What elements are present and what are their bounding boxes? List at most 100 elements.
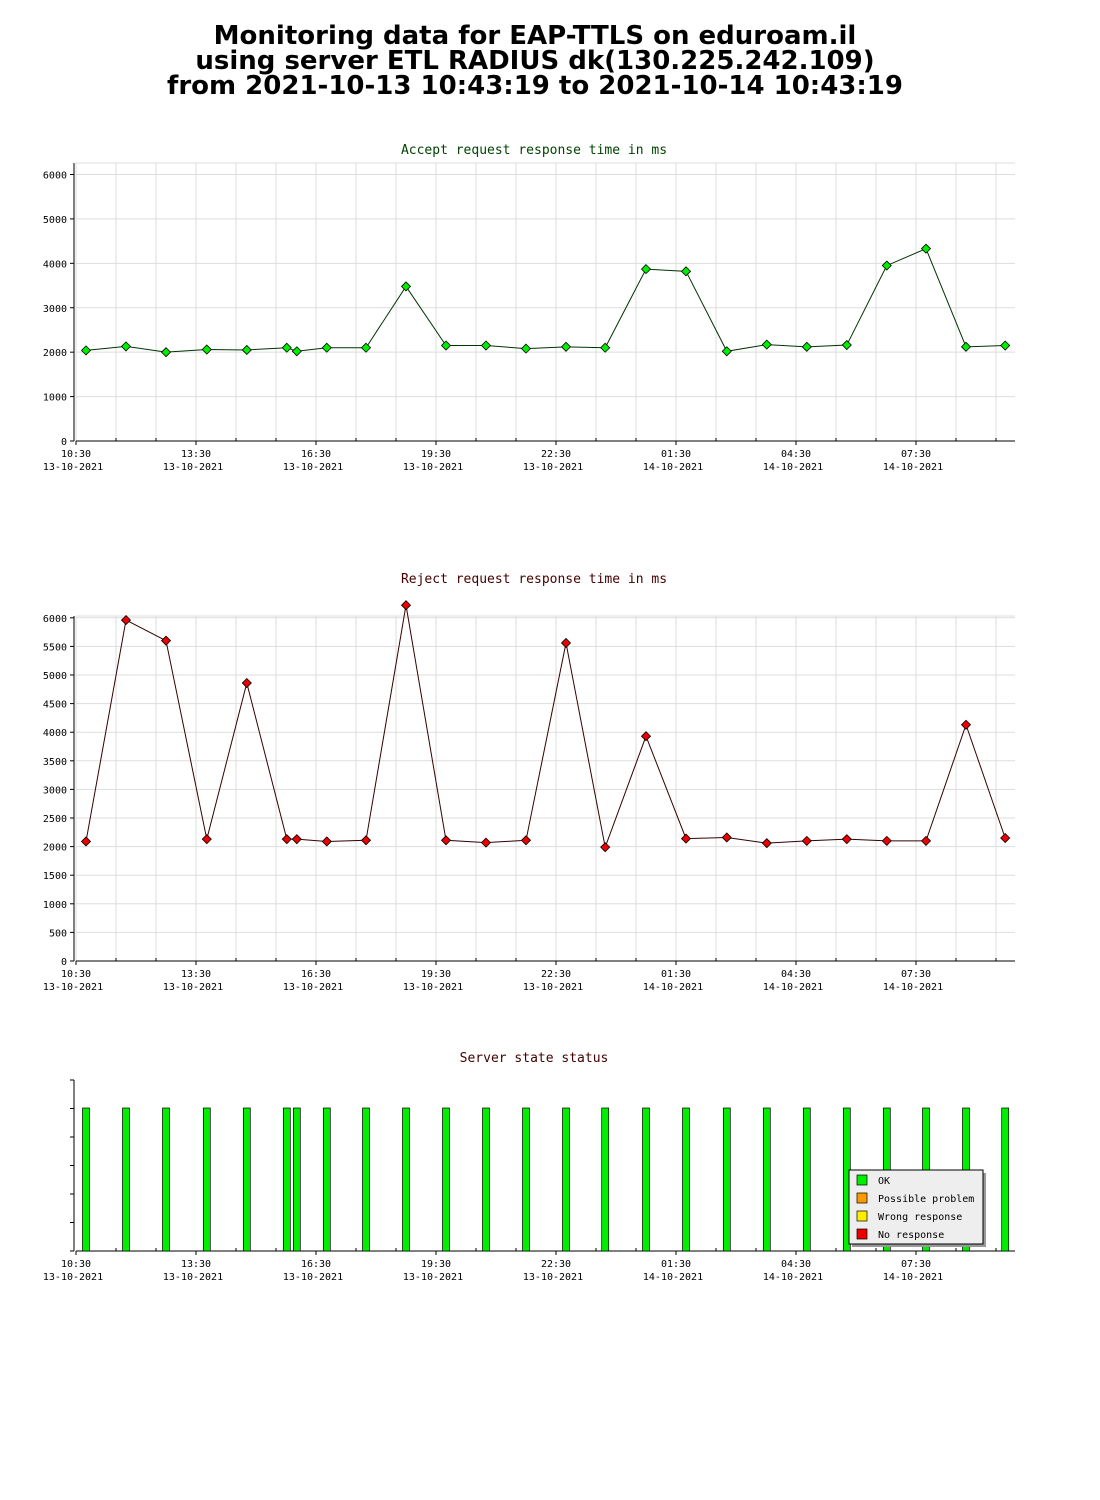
- accept-data-point: [480, 340, 492, 351]
- x-tick-label-date: 13-10-2021: [163, 982, 223, 993]
- accept-data-point: [160, 347, 172, 358]
- legend-swatch: [856, 1210, 868, 1222]
- status-bar-ok: [402, 1107, 410, 1252]
- x-tick-label-date: 14-10-2021: [643, 1272, 703, 1283]
- x-tick-label-date: 13-10-2021: [43, 462, 103, 473]
- y-tick-label: 5000: [43, 215, 67, 226]
- x-tick-label-time: 01:30: [661, 969, 691, 980]
- x-tick-label-date: 14-10-2021: [763, 462, 823, 473]
- legend-box: [848, 1169, 984, 1245]
- chart-title: Server state status: [460, 1051, 609, 1066]
- accept-data-point: [560, 341, 572, 352]
- reject-data-point: [291, 834, 302, 845]
- y-tick-label: 2000: [43, 843, 67, 854]
- chart-title: Reject request response time in ms: [401, 572, 667, 587]
- x-tick-label-time: 07:30: [901, 449, 931, 460]
- x-tick-label-time: 13:30: [181, 449, 211, 460]
- accept-data-point: [721, 346, 732, 357]
- status-bar-ok: [202, 1107, 211, 1252]
- status-bar-ok: [82, 1107, 90, 1252]
- x-tick-label-time: 16:30: [301, 1259, 331, 1270]
- legend-label: Wrong response: [878, 1212, 962, 1223]
- accept-data-point: [360, 342, 372, 353]
- reject-data-point: [960, 719, 972, 730]
- x-tick-label-date: 13-10-2021: [283, 462, 343, 473]
- reject-data-point: [600, 842, 611, 853]
- legend-swatch: [856, 1228, 868, 1240]
- reject-data-point: [120, 615, 132, 626]
- series-line: [85, 248, 1006, 353]
- x-tick-label-time: 07:30: [901, 1259, 931, 1270]
- accept-data-point: [80, 345, 92, 356]
- x-tick-label-date: 14-10-2021: [883, 462, 943, 473]
- legend-label: No response: [878, 1230, 944, 1241]
- accept-data-point: [960, 341, 972, 352]
- status-bar-ok: [362, 1107, 370, 1252]
- accept-data-point: [201, 344, 212, 355]
- x-tick-label-time: 10:30: [61, 969, 91, 980]
- reject-data-point: [281, 834, 292, 845]
- accept-data-point: [841, 339, 852, 351]
- y-tick-label: 0: [61, 437, 67, 448]
- series-line: [85, 605, 1006, 850]
- x-tick-label-time: 22:30: [541, 449, 571, 460]
- accept-data-point: [600, 342, 611, 353]
- y-tick-label: 3000: [43, 304, 67, 315]
- legend-swatch: [856, 1174, 868, 1186]
- reject-data-point: [201, 834, 212, 845]
- reject-data-point: [160, 635, 172, 646]
- status-bar-ok: [242, 1107, 251, 1252]
- status-bar-ok: [762, 1107, 771, 1252]
- y-tick-label: 4500: [43, 700, 67, 711]
- x-tick-label-date: 13-10-2021: [43, 982, 103, 993]
- x-tick-label-time: 04:30: [781, 969, 811, 980]
- x-tick-label-time: 19:30: [421, 969, 451, 980]
- y-tick-label: 4000: [43, 259, 67, 270]
- reject-data-point: [721, 832, 732, 843]
- x-tick-label-date: 14-10-2021: [883, 1272, 943, 1283]
- x-tick-label-date: 13-10-2021: [43, 1272, 103, 1283]
- accept-data-point: [761, 339, 772, 350]
- x-tick-label-time: 22:30: [541, 1259, 571, 1270]
- y-tick-label: 0: [61, 957, 67, 968]
- x-tick-label-date: 14-10-2021: [763, 982, 823, 993]
- x-tick-label-time: 16:30: [301, 449, 331, 460]
- page-title-line-1: Monitoring data for EAP-TTLS on eduroam.…: [213, 21, 857, 51]
- reject-data-point: [640, 731, 652, 742]
- reject-data-point: [920, 835, 932, 846]
- reject-data-point: [881, 835, 892, 846]
- x-tick-label-time: 10:30: [61, 449, 91, 460]
- reject-data-point: [520, 835, 532, 846]
- x-tick-label-time: 01:30: [661, 1259, 691, 1270]
- reject-response-time-chart: Reject request response time in ms 10:30 1…: [43, 572, 1015, 993]
- x-tick-label-date: 13-10-2021: [523, 982, 583, 993]
- reject-data-point: [241, 677, 252, 689]
- x-tick-label-date: 14-10-2021: [643, 462, 703, 473]
- accept-data-point: [881, 260, 892, 271]
- x-tick-label-time: 19:30: [421, 1259, 451, 1270]
- x-tick-label-date: 13-10-2021: [283, 1272, 343, 1283]
- reject-data-point: [80, 836, 92, 847]
- status-bar-ok: [682, 1107, 690, 1252]
- x-tick-label-date: 13-10-2021: [403, 982, 463, 993]
- accept-data-point: [520, 343, 532, 354]
- reject-data-point: [680, 833, 692, 844]
- page-title-line-2: using server ETL RADIUS dk(130.225.242.1…: [195, 46, 875, 76]
- x-tick-label-time: 19:30: [421, 449, 451, 460]
- x-tick-label-time: 04:30: [781, 1259, 811, 1270]
- page-title: Monitoring data for EAP-TTLS on eduroam.…: [0, 21, 1070, 99]
- accept-data-point: [801, 341, 812, 352]
- x-tick-label-time: 13:30: [181, 969, 211, 980]
- accept-data-point: [640, 264, 652, 275]
- y-tick-label: 2000: [43, 348, 67, 359]
- x-tick-label-time: 07:30: [901, 969, 931, 980]
- x-tick-label-date: 14-10-2021: [643, 982, 703, 993]
- status-bar-ok: [562, 1107, 570, 1252]
- legend-swatch: [856, 1192, 868, 1204]
- x-tick-label-date: 13-10-2021: [283, 982, 343, 993]
- status-bar-ok: [162, 1107, 170, 1252]
- y-tick-label: 3500: [43, 757, 67, 768]
- accept-data-point: [281, 342, 292, 353]
- accept-data-point: [440, 340, 452, 351]
- x-tick-label-date: 13-10-2021: [403, 462, 463, 473]
